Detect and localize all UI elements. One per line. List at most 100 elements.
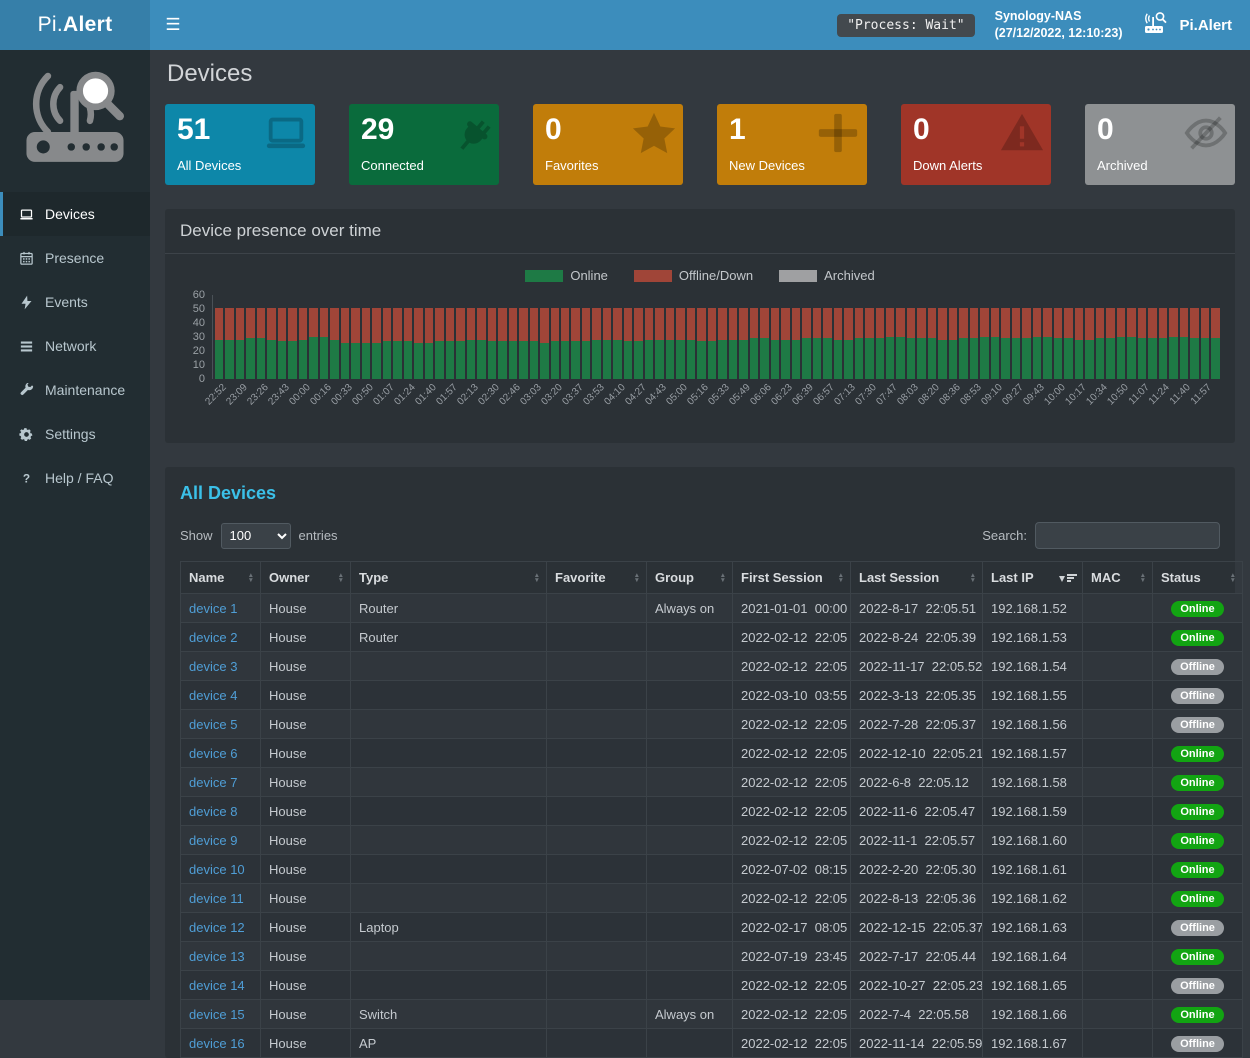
chart-bar[interactable] xyxy=(571,307,580,379)
column-header-owner[interactable]: Owner ▲ ▼ xyxy=(260,561,351,594)
page-size-select[interactable]: 100 xyxy=(220,522,291,549)
chart-bar[interactable] xyxy=(655,307,664,379)
chart-bar[interactable] xyxy=(1095,307,1105,379)
chart-bar[interactable] xyxy=(309,307,318,379)
sidebar-item-help-faq[interactable]: ? Help / FAQ xyxy=(0,456,150,500)
chart-bar[interactable] xyxy=(1043,307,1052,379)
cell-name[interactable]: device 9 xyxy=(180,825,261,855)
card-connected[interactable]: 29 Connected xyxy=(349,104,499,185)
chart-bar[interactable] xyxy=(277,307,287,379)
chart-bar[interactable] xyxy=(529,307,539,379)
card-favorites[interactable]: 0 Favorites xyxy=(533,104,683,185)
chart-bar[interactable] xyxy=(1137,307,1147,379)
chart-bar[interactable] xyxy=(959,307,968,379)
chart-bar[interactable] xyxy=(466,307,476,379)
chart-bar[interactable] xyxy=(896,307,905,379)
chart-bar[interactable] xyxy=(634,307,643,379)
sidebar-item-settings[interactable]: Settings xyxy=(0,412,150,456)
cell-name[interactable]: device 1 xyxy=(180,593,261,623)
chart-bar[interactable] xyxy=(770,307,780,379)
chart-bar[interactable] xyxy=(1001,307,1010,379)
chart-bar[interactable] xyxy=(791,307,801,379)
chart-bar[interactable] xyxy=(1064,307,1073,379)
sidebar-item-maintenance[interactable]: Maintenance xyxy=(0,368,150,412)
cell-name[interactable]: device 6 xyxy=(180,738,261,768)
cell-name[interactable]: device 15 xyxy=(180,999,261,1029)
chart-bar[interactable] xyxy=(519,307,528,379)
chart-bar[interactable] xyxy=(393,307,402,379)
app-logo[interactable]: Pi.Alert xyxy=(0,0,150,50)
chart-bar[interactable] xyxy=(1106,307,1115,379)
cell-name[interactable]: device 7 xyxy=(180,767,261,797)
chart-bar[interactable] xyxy=(1211,307,1220,379)
chart-bar[interactable] xyxy=(403,307,413,379)
chart-bar[interactable] xyxy=(886,307,895,379)
chart-bar[interactable] xyxy=(540,307,549,379)
cell-name[interactable]: device 11 xyxy=(180,883,261,913)
chart-bar[interactable] xyxy=(319,307,329,379)
card-new-devices[interactable]: 1 New Devices xyxy=(717,104,867,185)
chart-bar[interactable] xyxy=(256,307,266,379)
chart-bar[interactable] xyxy=(445,307,455,379)
chart-bar[interactable] xyxy=(686,307,696,379)
card-all-devices[interactable]: 51 All Devices xyxy=(165,104,315,185)
chart-bar[interactable] xyxy=(487,307,497,379)
column-header-last-ip[interactable]: Last IP xyxy=(982,561,1083,594)
card-archived[interactable]: 0 Archived xyxy=(1085,104,1235,185)
chart-bar[interactable] xyxy=(508,307,518,379)
cell-name[interactable]: device 13 xyxy=(180,941,261,971)
chart-bar[interactable] xyxy=(854,307,864,379)
chart-bar[interactable] xyxy=(477,307,486,379)
chart-bar[interactable] xyxy=(739,307,748,379)
chart-bar[interactable] xyxy=(665,307,675,379)
chart-bar[interactable] xyxy=(246,307,255,379)
chart-bar[interactable] xyxy=(917,307,926,379)
chart-bar[interactable] xyxy=(1158,307,1168,379)
chart-bar[interactable] xyxy=(1032,307,1042,379)
chart-bar[interactable] xyxy=(781,307,790,379)
chart-bar[interactable] xyxy=(833,307,843,379)
chart-bar[interactable] xyxy=(424,307,434,379)
legend-item-online[interactable]: Online xyxy=(525,268,608,283)
chart-bar[interactable] xyxy=(969,307,979,379)
chart-bar[interactable] xyxy=(644,307,654,379)
chart-bar[interactable] xyxy=(844,307,853,379)
chart-bar[interactable] xyxy=(267,307,276,379)
chart-bar[interactable] xyxy=(1190,307,1199,379)
chart-bar[interactable] xyxy=(298,307,308,379)
chart-bar[interactable] xyxy=(613,307,622,379)
chart-bar[interactable] xyxy=(435,307,444,379)
sidebar-item-network[interactable]: Network xyxy=(0,324,150,368)
chart-bar[interactable] xyxy=(498,307,507,379)
chart-bar[interactable] xyxy=(1200,307,1210,379)
sidebar-item-devices[interactable]: Devices xyxy=(0,192,150,236)
chart-bar[interactable] xyxy=(235,307,245,379)
sidebar-item-presence[interactable]: Presence xyxy=(0,236,150,280)
chart-bar[interactable] xyxy=(980,307,989,379)
chart-bar[interactable] xyxy=(906,307,916,379)
chart-bar[interactable] xyxy=(676,307,685,379)
chart-bar[interactable] xyxy=(1116,307,1126,379)
chart-bar[interactable] xyxy=(351,307,360,379)
chart-bar[interactable] xyxy=(215,307,224,379)
column-header-type[interactable]: Type ▲ ▼ xyxy=(350,561,547,594)
column-header-favorite[interactable]: Favorite ▲ ▼ xyxy=(546,561,647,594)
chart-bar[interactable] xyxy=(1022,307,1031,379)
chart-bar[interactable] xyxy=(749,307,759,379)
chart-bar[interactable] xyxy=(812,307,822,379)
column-header-status[interactable]: Status ▲ ▼ xyxy=(1152,561,1243,594)
chart-bar[interactable] xyxy=(938,307,947,379)
chart-bar[interactable] xyxy=(728,307,738,379)
cell-name[interactable]: device 16 xyxy=(180,1028,261,1058)
cell-name[interactable]: device 14 xyxy=(180,970,261,1000)
chart-bar[interactable] xyxy=(697,307,706,379)
chart-bar[interactable] xyxy=(875,307,884,379)
chart-bar[interactable] xyxy=(288,307,297,379)
chart-bar[interactable] xyxy=(330,307,339,379)
column-header-first-session[interactable]: First Session ▲ ▼ xyxy=(732,561,851,594)
chart-bar[interactable] xyxy=(865,307,874,379)
chart-bar[interactable] xyxy=(372,307,381,379)
sidebar-toggle-icon[interactable]: ☰ xyxy=(165,15,181,34)
search-input[interactable] xyxy=(1035,522,1220,549)
chart-bar[interactable] xyxy=(456,307,465,379)
